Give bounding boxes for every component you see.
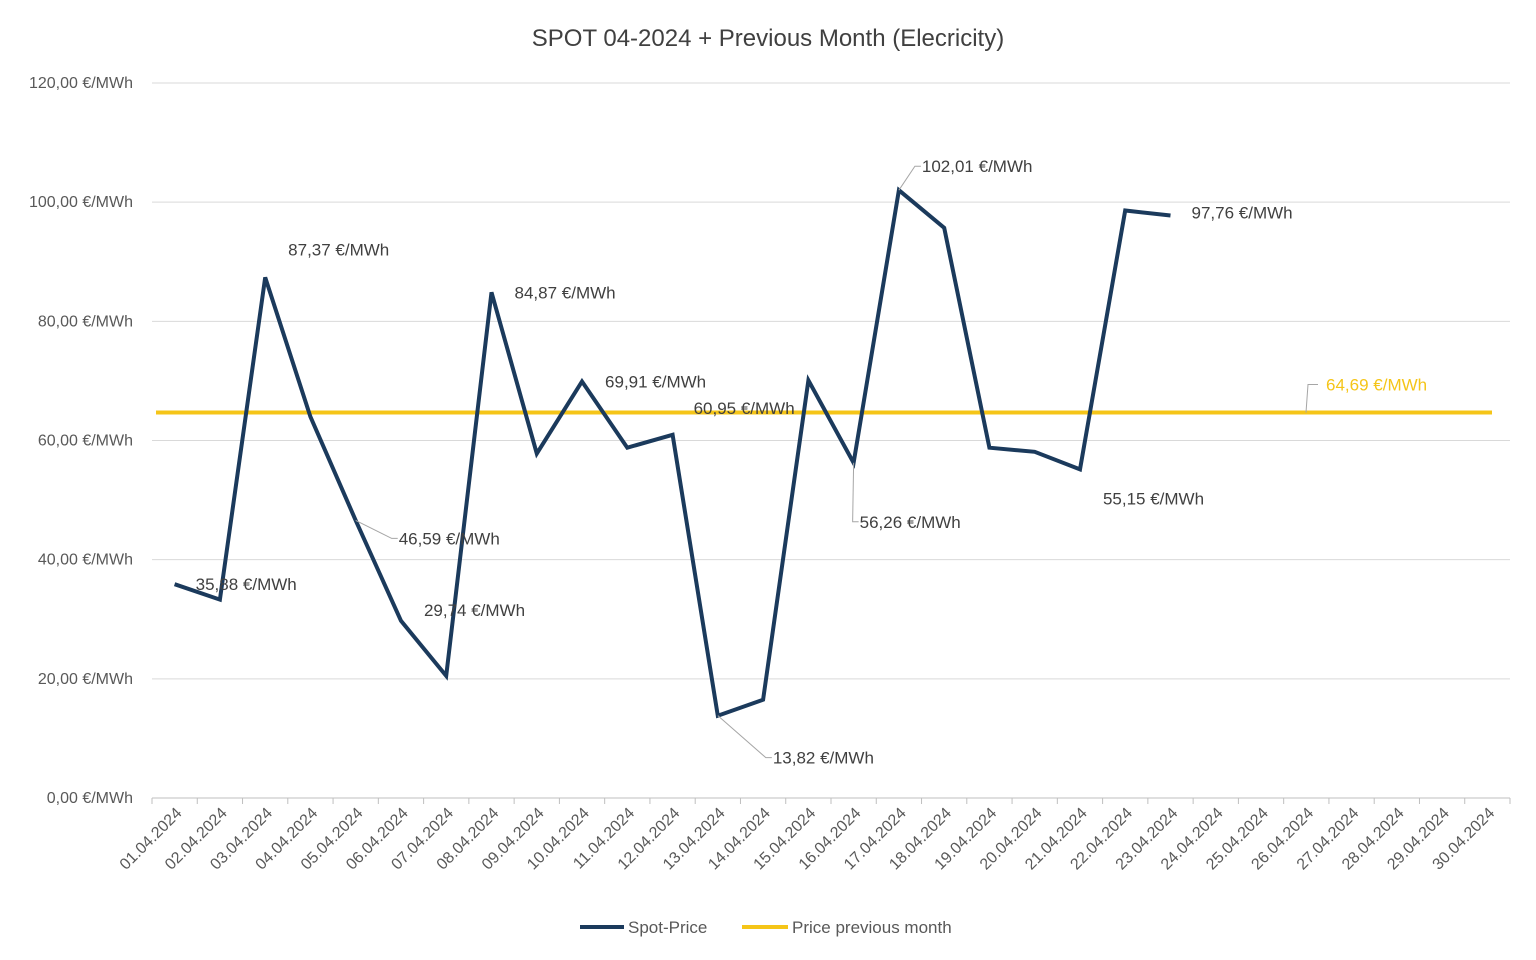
- data-label-05.04.2024: 46,59 €/MWh: [399, 529, 500, 548]
- data-label-previous-month: 64,69 €/MWh: [1326, 376, 1427, 395]
- x-axis: 01.04.202402.04.202403.04.202404.04.2024…: [117, 797, 1511, 873]
- data-label-06.04.2024: 29,74 €/MWh: [424, 601, 525, 620]
- y-tick-label-60: 60,00 €/MWh: [38, 433, 133, 450]
- y-tick-label-40: 40,00 €/MWh: [38, 552, 133, 569]
- legend-label-spot-price: Spot-Price: [628, 918, 707, 937]
- data-label-23.04.2024: 97,76 €/MWh: [1192, 204, 1293, 223]
- data-label-08.04.2024: 84,87 €/MWh: [515, 283, 616, 302]
- y-axis: 0,00 €/MWh 20,00 €/MWh 40,00 €/MWh 60,00 €/…: [29, 75, 133, 807]
- leader-line: [852, 462, 859, 523]
- y-tick-label-20: 20,00 €/MWh: [38, 671, 133, 688]
- spot-price-series: [173, 186, 1171, 719]
- data-labels: 35,88 €/MWh 87,37 €/MWh 46,59 €/MWh 29,74 €…: [196, 157, 1427, 767]
- data-label-12.04.2024: 60,95 €/MWh: [694, 399, 795, 418]
- data-label-21.04.2024: 55,15 €/MWh: [1103, 489, 1204, 508]
- chart-title: SPOT 04-2024 + Previous Month (Elecricit…: [532, 25, 1004, 52]
- y-tick-label-120: 120,00 €/MWh: [29, 75, 133, 92]
- y-tick-label-80: 80,00 €/MWh: [38, 313, 133, 330]
- legend: Spot-Price Price previous month: [580, 918, 952, 937]
- leader-line: [717, 715, 772, 759]
- leader-line: [898, 165, 921, 191]
- legend-label-previous-month: Price previous month: [792, 918, 952, 937]
- data-label-13.04.2024: 13,82 €/MWh: [773, 749, 874, 768]
- data-label-03.04.2024: 87,37 €/MWh: [288, 240, 389, 259]
- data-label-16.04.2024: 56,26 €/MWh: [860, 513, 961, 532]
- leader-line-previous-month: [1305, 384, 1318, 413]
- data-label-10.04.2024: 69,91 €/MWh: [605, 372, 706, 391]
- leader-line: [355, 519, 398, 539]
- spot-price-line: [173, 186, 1171, 719]
- y-tick-label-100: 100,00 €/MWh: [29, 194, 133, 211]
- data-label-01.04.2024: 35,88 €/MWh: [196, 575, 297, 594]
- data-label-17.04.2024: 102,01 €/MWh: [922, 157, 1033, 176]
- gridlines: [152, 82, 1510, 680]
- y-tick-label-0: 0,00 €/MWh: [47, 790, 133, 807]
